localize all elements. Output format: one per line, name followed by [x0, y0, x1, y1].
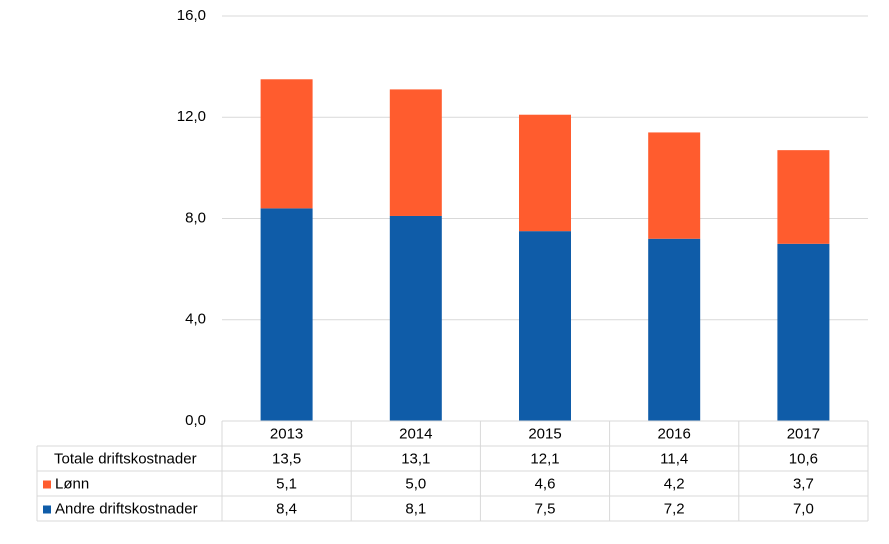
bar-segment: [519, 114, 571, 232]
x-tick-label: 2017: [787, 425, 820, 442]
table-cell: 12,1: [530, 450, 559, 467]
table-cell: 7,5: [535, 500, 556, 517]
y-tick-label: 8,0: [185, 209, 206, 226]
legend-label: Andre driftskostnader: [55, 500, 198, 517]
y-tick-label: 12,0: [177, 108, 206, 125]
y-tick-label: 0,0: [185, 412, 206, 429]
y-tick-label: 16,0: [177, 7, 206, 24]
bar-segment: [777, 150, 830, 244]
table-cell: 13,1: [401, 450, 430, 467]
bar-segment: [648, 132, 701, 239]
legend-swatch: [43, 480, 51, 489]
bar-segment: [777, 243, 830, 421]
table-cell: 4,6: [535, 475, 556, 492]
x-tick-label: 2015: [528, 425, 561, 442]
legend-label: Lønn: [55, 475, 89, 492]
x-tick-label: 2016: [658, 425, 691, 442]
table-cell: 7,0: [793, 500, 814, 517]
bar-segment: [260, 208, 313, 421]
bar-segment: [260, 79, 313, 209]
table-cell: 10,6: [789, 450, 818, 467]
table-cell: 8,4: [276, 500, 297, 517]
table-cell: 7,2: [664, 500, 685, 517]
x-tick-label: 2014: [399, 425, 432, 442]
table-cell: 13,5: [272, 450, 301, 467]
table-cell: 8,1: [405, 500, 426, 517]
table-cell: 5,0: [405, 475, 426, 492]
y-tick-label: 4,0: [185, 311, 206, 328]
bar-segment: [648, 238, 701, 421]
table-row-label: Totale driftskostnader: [54, 450, 197, 467]
bar-segment: [389, 89, 442, 216]
table-cell: 3,7: [793, 475, 814, 492]
table-cell: 11,4: [660, 450, 688, 467]
bar-segment: [519, 231, 571, 421]
table-cell: 5,1: [276, 475, 297, 492]
x-tick-label: 2013: [270, 425, 303, 442]
legend-swatch: [43, 505, 51, 514]
table-cell: 4,2: [664, 475, 685, 492]
bar-segment: [389, 215, 442, 421]
